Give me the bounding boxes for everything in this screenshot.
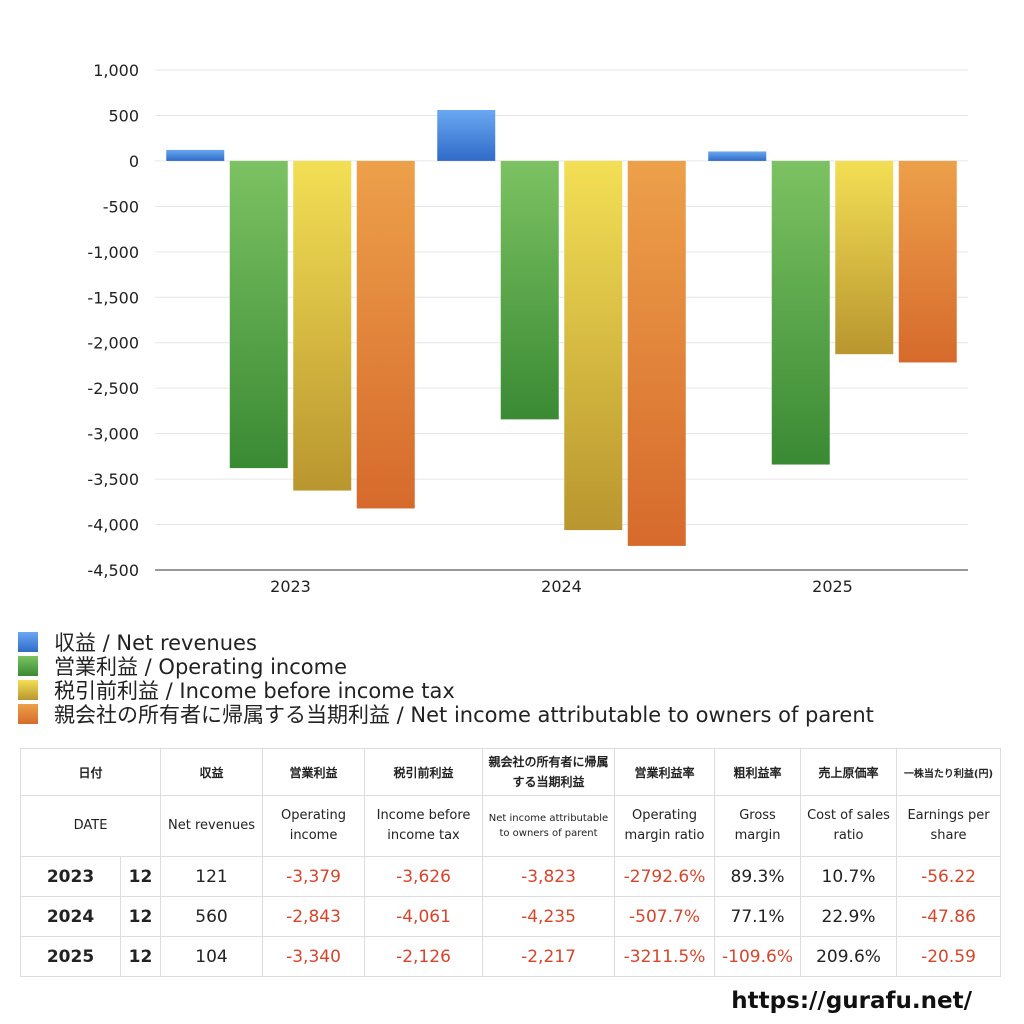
bar [356,160,415,509]
cell-operating-margin: -3211.5% [614,936,716,977]
bar [708,151,767,161]
cell-net-income: -3,823 [482,856,616,897]
x-tick-label: 2024 [541,577,582,596]
legend-swatch-operating-income [18,656,38,676]
header-row-en: DATE Net revenues Operating income Incom… [19,795,1002,857]
table-row: 2024 12 560 -2,843 -4,061 -4,235 -507.7%… [20,896,1002,937]
bar-chart: 1,000 500 0 -500 -1,000 -1,500 -2,000 -2,500 -3,… [87,61,968,596]
legend-swatch-income-before-tax [18,680,38,700]
cell-gross-margin: 89.3% [714,856,802,897]
bar [293,160,352,491]
legend-swatch-net-revenues [18,632,38,652]
cell-eps: -47.86 [896,896,1002,937]
cell-eps: -20.59 [896,936,1002,977]
y-tick-label: 1,000 [93,61,139,80]
cell-operating-margin: -507.7% [614,896,716,937]
cell-month: 12 [119,936,162,977]
y-tick-label: 500 [108,106,139,125]
y-tick-label: -3,500 [87,470,139,489]
y-tick-label: -4,500 [87,561,139,580]
header-revenue-en: Net revenues [160,795,264,857]
header-cost-jp: 売上原価率 [800,748,898,796]
header-row-jp: 日付 収益 営業利益 税引前利益 親会社の所有者に帰属する当期利益 営業利益率 … [19,748,1002,796]
header-op-en: Operating income [262,795,366,857]
legend-label: 営業利益 / Operating income [54,655,348,679]
legend-item: 親会社の所有者に帰属する当期利益 / Net income attributab… [18,702,874,727]
cell-cost-ratio: 10.7% [800,856,898,897]
header-eps-en: Earnings per share [896,795,1002,857]
bar [437,110,496,161]
header-op-jp: 営業利益 [262,748,366,796]
cell-net-income: -4,235 [482,896,616,937]
cell-operating-income: -3,340 [262,936,366,977]
y-tick-label: 0 [129,152,139,171]
header-gm-en: Gross margin [714,795,802,857]
cell-gross-margin: -109.6% [714,936,802,977]
table-row: 2025 12 104 -3,340 -2,126 -2,217 -3211.5… [20,936,1002,977]
header-pretax-jp: 税引前利益 [364,748,484,796]
cell-month: 12 [119,896,162,937]
header-date-en: DATE [19,795,162,857]
cell-cost-ratio: 22.9% [800,896,898,937]
header-date-jp: 日付 [19,748,162,796]
y-tick-label: -4,000 [87,516,139,535]
x-tick-label: 2025 [812,577,853,596]
site-url[interactable]: https://gurafu.net/ [731,988,972,1014]
cell-year: 2023 [20,856,121,897]
bar [564,160,623,531]
bar [771,160,830,465]
cell-operating-income: -3,379 [262,856,366,897]
legend-item: 税引前利益 / Income before income tax [18,678,874,703]
header-net-jp: 親会社の所有者に帰属する当期利益 [482,748,616,796]
y-tick-label: -3,000 [87,425,139,444]
bar [627,160,686,546]
header-net-en: Net income attributable to owners of par… [482,795,616,857]
y-tick-label: -2,000 [87,334,139,353]
header-pretax-en: Income before income tax [364,795,484,857]
cell-year: 2024 [20,896,121,937]
cell-cost-ratio: 209.6% [800,936,898,977]
cell-revenue: 104 [160,936,264,977]
cell-pretax: -4,061 [364,896,484,937]
cell-revenue: 560 [160,896,264,937]
legend-swatch-net-income [18,704,38,724]
header-revenue-jp: 収益 [160,748,264,796]
legend-label: 税引前利益 / Income before income tax [54,679,455,703]
bar [166,149,225,161]
cell-operating-margin: -2792.6% [614,856,716,897]
header-opm-en: Operating margin ratio [614,795,716,857]
header-cost-en: Cost of sales ratio [800,795,898,857]
cell-pretax: -2,126 [364,936,484,977]
bar [835,160,894,355]
cell-net-income: -2,217 [482,936,616,977]
financial-table: 日付 収益 営業利益 税引前利益 親会社の所有者に帰属する当期利益 営業利益率 … [19,748,1002,977]
legend-item: 営業利益 / Operating income [18,654,874,679]
legend-label: 親会社の所有者に帰属する当期利益 / Net income attributab… [54,703,874,727]
table-row: 2023 12 121 -3,379 -3,626 -3,823 -2792.6… [20,856,1002,897]
bar [500,160,559,420]
cell-operating-income: -2,843 [262,896,366,937]
cell-month: 12 [119,856,162,897]
bar [898,160,957,363]
header-gm-jp: 粗利益率 [714,748,802,796]
cell-gross-margin: 77.1% [714,896,802,937]
header-opm-jp: 営業利益率 [614,748,716,796]
cell-eps: -56.22 [896,856,1002,897]
legend-item: 収益 / Net revenues [18,630,874,655]
y-tick-label: -1,500 [87,288,139,307]
y-tick-label: -2,500 [87,379,139,398]
header-eps-jp: 一株当たり利益(円) [896,748,1002,796]
cell-revenue: 121 [160,856,264,897]
y-tick-label: -1,000 [87,243,139,262]
y-tick-label: -500 [103,197,139,216]
cell-pretax: -3,626 [364,856,484,897]
bar [229,160,288,469]
legend: 収益 / Net revenues 営業利益 / Operating incom… [18,630,874,727]
cell-year: 2025 [20,936,121,977]
legend-label: 収益 / Net revenues [54,631,257,655]
x-tick-label: 2023 [270,577,311,596]
